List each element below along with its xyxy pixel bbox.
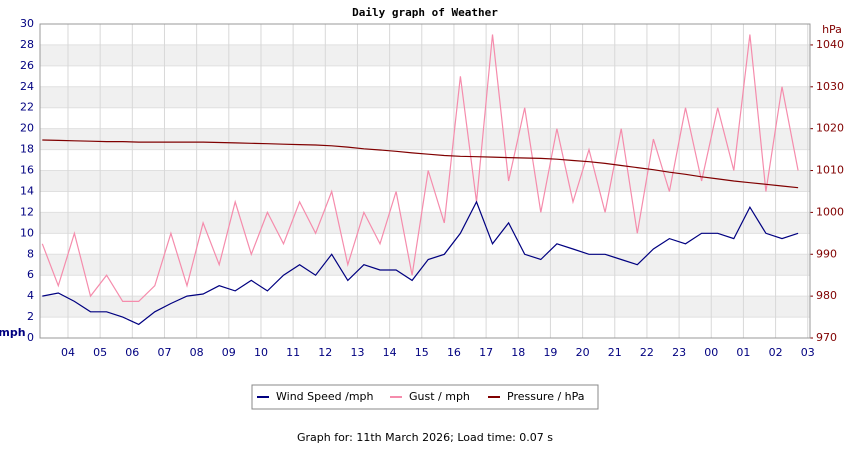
y2-tick-label: 1040 <box>816 38 844 51</box>
chart-title: Daily graph of Weather <box>352 6 498 19</box>
x-tick-label: 09 <box>222 346 236 359</box>
series-line <box>42 139 799 189</box>
y-tick-label: 6 <box>27 268 34 281</box>
x-tick-label: 18 <box>511 346 525 359</box>
y2-tick-label: 1010 <box>816 164 844 177</box>
y-tick-label: 26 <box>20 59 34 72</box>
x-tick-label: 13 <box>350 346 364 359</box>
x-tick-label: 16 <box>447 346 461 359</box>
y-tick-label: 10 <box>20 226 34 239</box>
footer: Graph for: 11th March 2026; Load time: 0… <box>297 431 553 444</box>
grid-band <box>40 296 810 318</box>
x-tick-label: 12 <box>318 346 332 359</box>
x-tick-label: 14 <box>383 346 397 359</box>
y2-tick-label: 1030 <box>816 80 844 93</box>
legend-label: Pressure / hPa <box>507 390 585 403</box>
x-tick-label: 19 <box>543 346 557 359</box>
x-tick-label: 20 <box>576 346 590 359</box>
grid-band <box>40 86 810 108</box>
y-tick-label: 22 <box>20 101 34 114</box>
y2-tick-label: 1020 <box>816 122 844 135</box>
series-line <box>41 34 799 302</box>
x-tick-label: 01 <box>736 346 750 359</box>
y-tick-label: 24 <box>20 80 34 93</box>
y-tick-label: 4 <box>27 289 34 302</box>
x-tick-label: 15 <box>415 346 429 359</box>
x-tick-label: 22 <box>640 346 654 359</box>
grid-band <box>40 44 810 66</box>
y-tick-label: 0 <box>27 331 34 344</box>
x-tick-label: 02 <box>769 346 783 359</box>
y2-tick-label: 1000 <box>816 205 844 218</box>
y-tick-label: 20 <box>20 122 34 135</box>
grid-band <box>40 254 810 276</box>
legend-label: Gust / mph <box>409 390 470 403</box>
y-tick-label: 18 <box>20 143 34 156</box>
y-tick-label: 30 <box>20 17 34 30</box>
x-tick-label: 17 <box>479 346 493 359</box>
y2-tick-label: 970 <box>816 331 837 344</box>
x-tick-label: 11 <box>286 346 300 359</box>
y-tick-label: 14 <box>20 184 34 197</box>
y-axis-label: mph <box>0 326 26 339</box>
x-tick-label: 23 <box>672 346 686 359</box>
y2-axis-label: hPa <box>822 23 842 36</box>
x-tick-label: 10 <box>254 346 268 359</box>
legend-label: Wind Speed /mph <box>276 390 374 403</box>
grid-band <box>40 212 810 234</box>
x-tick-label: 05 <box>93 346 107 359</box>
x-tick-label: 06 <box>125 346 139 359</box>
plot-frame <box>39 23 811 339</box>
y2-tick-label: 980 <box>816 289 837 302</box>
y-tick-label: 12 <box>20 205 34 218</box>
x-tick-label: 08 <box>190 346 204 359</box>
x-tick-label: 07 <box>157 346 171 359</box>
series-line <box>42 200 799 326</box>
y2-tick-label: 990 <box>816 247 837 260</box>
y-tick-label: 8 <box>27 247 34 260</box>
x-tick-label: 21 <box>608 346 622 359</box>
grid-band <box>40 170 810 192</box>
y-tick-label: 2 <box>27 310 34 323</box>
y-tick-label: 28 <box>20 38 34 51</box>
x-tick-label: 04 <box>61 346 75 359</box>
x-tick-label: 00 <box>704 346 718 359</box>
x-tick-label: 03 <box>801 346 815 359</box>
y-tick-label: 16 <box>20 164 34 177</box>
grid-band <box>40 128 810 150</box>
legend-box <box>251 384 599 410</box>
